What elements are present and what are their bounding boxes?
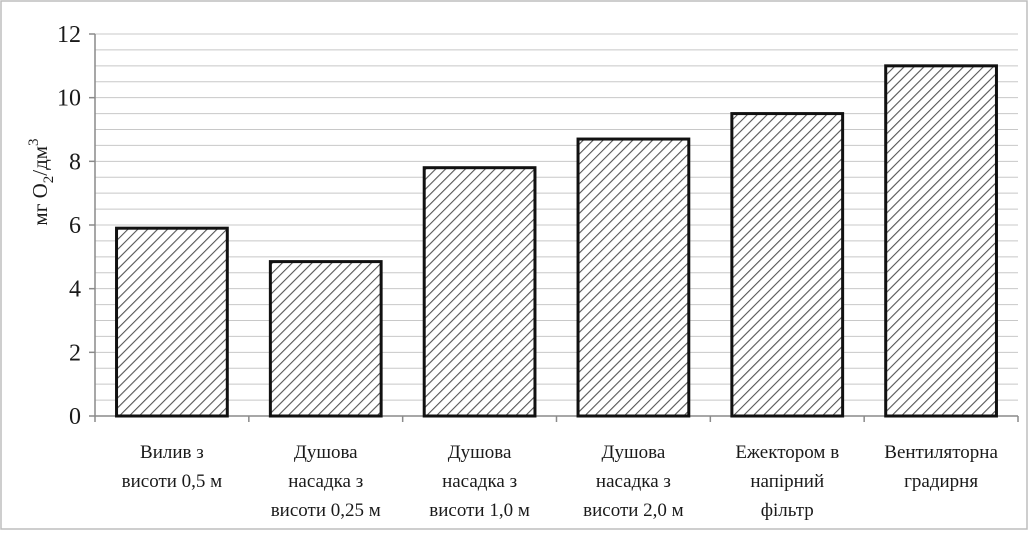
y-tick-label: 6 <box>69 213 81 239</box>
category-label: Душова насадка з висоти 1,0 м <box>429 442 530 521</box>
gridlines <box>95 33 1018 401</box>
y-axis-title-mid: /дм <box>28 146 52 176</box>
category-label: Душова насадка з висоти 2,0 м <box>583 442 684 521</box>
category-label-line: насадка з <box>596 471 671 492</box>
bar <box>115 226 229 418</box>
category-label-line: насадка з <box>288 471 363 492</box>
axes <box>89 33 1019 422</box>
category-label-line: висоти 1,0 м <box>429 500 530 521</box>
category-label-line: висоти 0,25 м <box>271 500 381 521</box>
y-tick-label: 10 <box>57 86 81 112</box>
category-label-line: Вентиляторна <box>884 442 998 463</box>
y-axis-title-sup: 3 <box>26 138 42 146</box>
bar <box>730 112 845 418</box>
y-tick-label: 8 <box>69 149 81 175</box>
bar <box>268 260 383 418</box>
category-label-line: Ежектором в <box>735 442 839 463</box>
y-tick-label: 4 <box>69 277 81 303</box>
category-label-line: напірний <box>750 471 824 492</box>
category-label-line: насадка з <box>442 471 517 492</box>
category-label-line: Душова <box>294 442 358 463</box>
category-label: Ежектором в напірний фільтр <box>735 442 839 521</box>
category-label-line: Душова <box>602 442 666 463</box>
bars <box>115 64 998 418</box>
category-label: Вентиляторна градирня <box>884 442 998 492</box>
bar <box>576 137 691 418</box>
category-label-line: висоти 2,0 м <box>583 500 684 521</box>
bar <box>884 64 998 418</box>
y-tick-label: 0 <box>69 404 81 430</box>
y-axis-title-main: мг О <box>28 183 52 225</box>
category-label-line: фільтр <box>761 500 814 521</box>
y-axis-title-sub: 2 <box>41 176 57 184</box>
bar <box>422 166 537 418</box>
category-label-line: Вилив з <box>140 442 204 463</box>
y-tick-label: 2 <box>69 340 81 366</box>
labels: 0 2 4 6 8 10 12 Вилив з висоти 0,5 м Душова насадк… <box>57 22 998 521</box>
y-tick-label: 12 <box>57 22 81 48</box>
category-label-line: градирня <box>904 471 978 492</box>
category-label: Вилив з висоти 0,5 м <box>122 442 223 492</box>
y-axis-title: мг О2/дм3 <box>26 138 57 225</box>
category-label-line: Душова <box>448 442 512 463</box>
category-label-line: висоти 0,5 м <box>122 471 223 492</box>
category-label: Душова насадка з висоти 0,25 м <box>271 442 381 521</box>
